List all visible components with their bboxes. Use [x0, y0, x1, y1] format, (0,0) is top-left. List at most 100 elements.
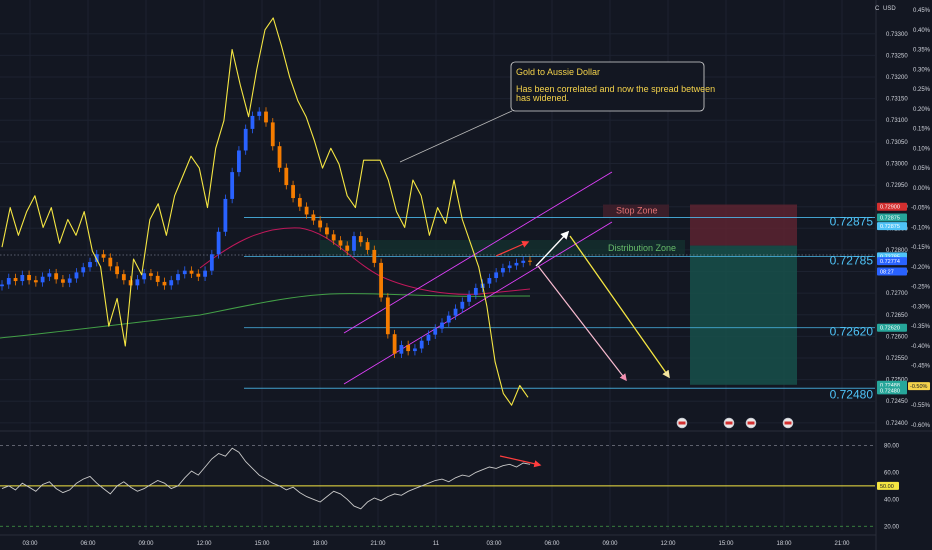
candle-body	[528, 260, 532, 262]
price-tick: 0.73050	[886, 140, 908, 146]
price-tick: 0.72400	[886, 421, 908, 427]
candle-body	[494, 272, 499, 279]
candle-body	[149, 273, 153, 276]
percent-tick: -0.05%	[911, 206, 931, 212]
candle-body	[61, 279, 65, 283]
percent-tick: -0.20%	[911, 265, 931, 271]
price-tick: 0.72550	[886, 356, 908, 362]
projection-arrows[interactable]	[495, 230, 670, 382]
candle-body	[277, 146, 282, 168]
percent-tick: 0.30%	[913, 67, 931, 73]
level-label: 0.72785	[830, 253, 874, 267]
candle-body	[352, 236, 356, 251]
annotation-line-1: Has been correlated and now the spread b…	[516, 84, 715, 94]
percent-tick: -0.35%	[911, 324, 931, 330]
percent-tick: -0.15%	[911, 245, 931, 251]
candle-body	[209, 254, 214, 271]
calendar-event-flag	[725, 421, 733, 425]
slow-moving-average	[0, 293, 530, 339]
percent-tick: -0.25%	[911, 285, 931, 291]
candle-body	[182, 270, 187, 275]
annotation-line-2: has widened.	[516, 93, 569, 103]
trade-zones: Stop Zone Distribution Zone	[320, 204, 797, 385]
time-tick: 12:00	[196, 541, 212, 547]
axis-header: C USD	[875, 6, 896, 12]
price-tick: 0.72700	[886, 291, 908, 297]
stop-loss-box	[690, 204, 797, 246]
candle-body	[473, 287, 478, 295]
candle-body	[230, 172, 235, 199]
candlestick-series	[0, 107, 532, 358]
price-tag-bg	[877, 323, 907, 332]
time-tick: 12:00	[660, 541, 676, 547]
overlay-line	[1, 17, 529, 406]
price-tag-bg	[877, 257, 907, 266]
annotation-box[interactable]	[510, 61, 705, 112]
price-tick: 0.72650	[886, 313, 908, 319]
level-label: 0.72620	[830, 325, 874, 339]
candle-body	[291, 185, 295, 199]
percent-tick: -0.45%	[911, 364, 931, 370]
event-markers[interactable]	[676, 417, 794, 429]
momentum-arrow	[495, 241, 530, 257]
candle-body	[385, 297, 390, 335]
rsi-tick: 80.00	[884, 443, 900, 449]
candle-body	[121, 274, 126, 281]
channel-lower-line	[343, 221, 613, 385]
price-tick: 0.73300	[886, 32, 908, 38]
rsi-tag: 50.00	[880, 484, 894, 490]
candle-body	[223, 198, 228, 232]
price-tick: 0.72950	[886, 183, 908, 189]
annotation-callout[interactable]: Gold to Aussie Dollar Has been correlate…	[399, 61, 715, 163]
candle-body	[433, 328, 438, 335]
percent-tick: 0.05%	[913, 166, 931, 172]
candle-body	[250, 115, 255, 129]
candle-body	[67, 278, 72, 283]
candle-body	[115, 266, 119, 275]
percent-tick: 0.40%	[913, 28, 931, 34]
candle-body	[176, 274, 180, 281]
level-label: 0.72875	[830, 215, 874, 229]
percent-tick: 0.10%	[913, 146, 931, 152]
candle-body	[311, 214, 316, 221]
calendar-event-flag	[678, 421, 686, 425]
horizontal-levels: 0.72875 0.72785 0.72620 0.72480	[0, 215, 875, 401]
price-tick: 0.72500	[886, 378, 908, 384]
candle-body	[257, 111, 262, 116]
percent-tick: 0.35%	[913, 48, 931, 54]
time-tick: 18:00	[312, 541, 328, 547]
price-tag-bg	[877, 213, 907, 222]
price-tag: 0.72875	[880, 224, 900, 230]
price-tag: 08:27	[880, 270, 894, 276]
calendar-event-flag	[784, 421, 792, 425]
candle-body	[358, 236, 363, 243]
percent-tick: 0.00%	[913, 186, 931, 192]
rsi-tag-bg	[877, 481, 899, 490]
price-tick: 0.72800	[886, 248, 908, 254]
time-tick: 11	[433, 541, 440, 547]
rsi-pane	[0, 430, 932, 527]
percent-tick: -0.60%	[911, 423, 931, 429]
percent-tag-bg	[908, 382, 930, 391]
candle-body	[108, 257, 113, 267]
candle-body	[507, 265, 512, 269]
price-tag-bg	[877, 386, 907, 395]
time-tick: 03:00	[486, 541, 502, 547]
price-tag: 0.72900	[880, 205, 900, 211]
chart-type-label: C	[875, 6, 880, 12]
candle-body	[237, 150, 241, 173]
candle-body	[501, 268, 505, 273]
candle-body	[155, 275, 160, 282]
candle-body	[128, 280, 133, 286]
rsi-tick: 40.00	[884, 497, 900, 503]
candle-body	[426, 334, 431, 341]
price-tag: 0.72774	[880, 259, 900, 265]
price-tick: 0.72600	[886, 334, 908, 340]
percent-tick: -0.40%	[911, 344, 931, 350]
stop-zone-label: Stop Zone	[616, 206, 658, 216]
candle-body	[372, 249, 377, 263]
level-label: 0.72480	[830, 387, 874, 401]
candle-body	[189, 270, 194, 274]
candle-body	[88, 262, 92, 268]
